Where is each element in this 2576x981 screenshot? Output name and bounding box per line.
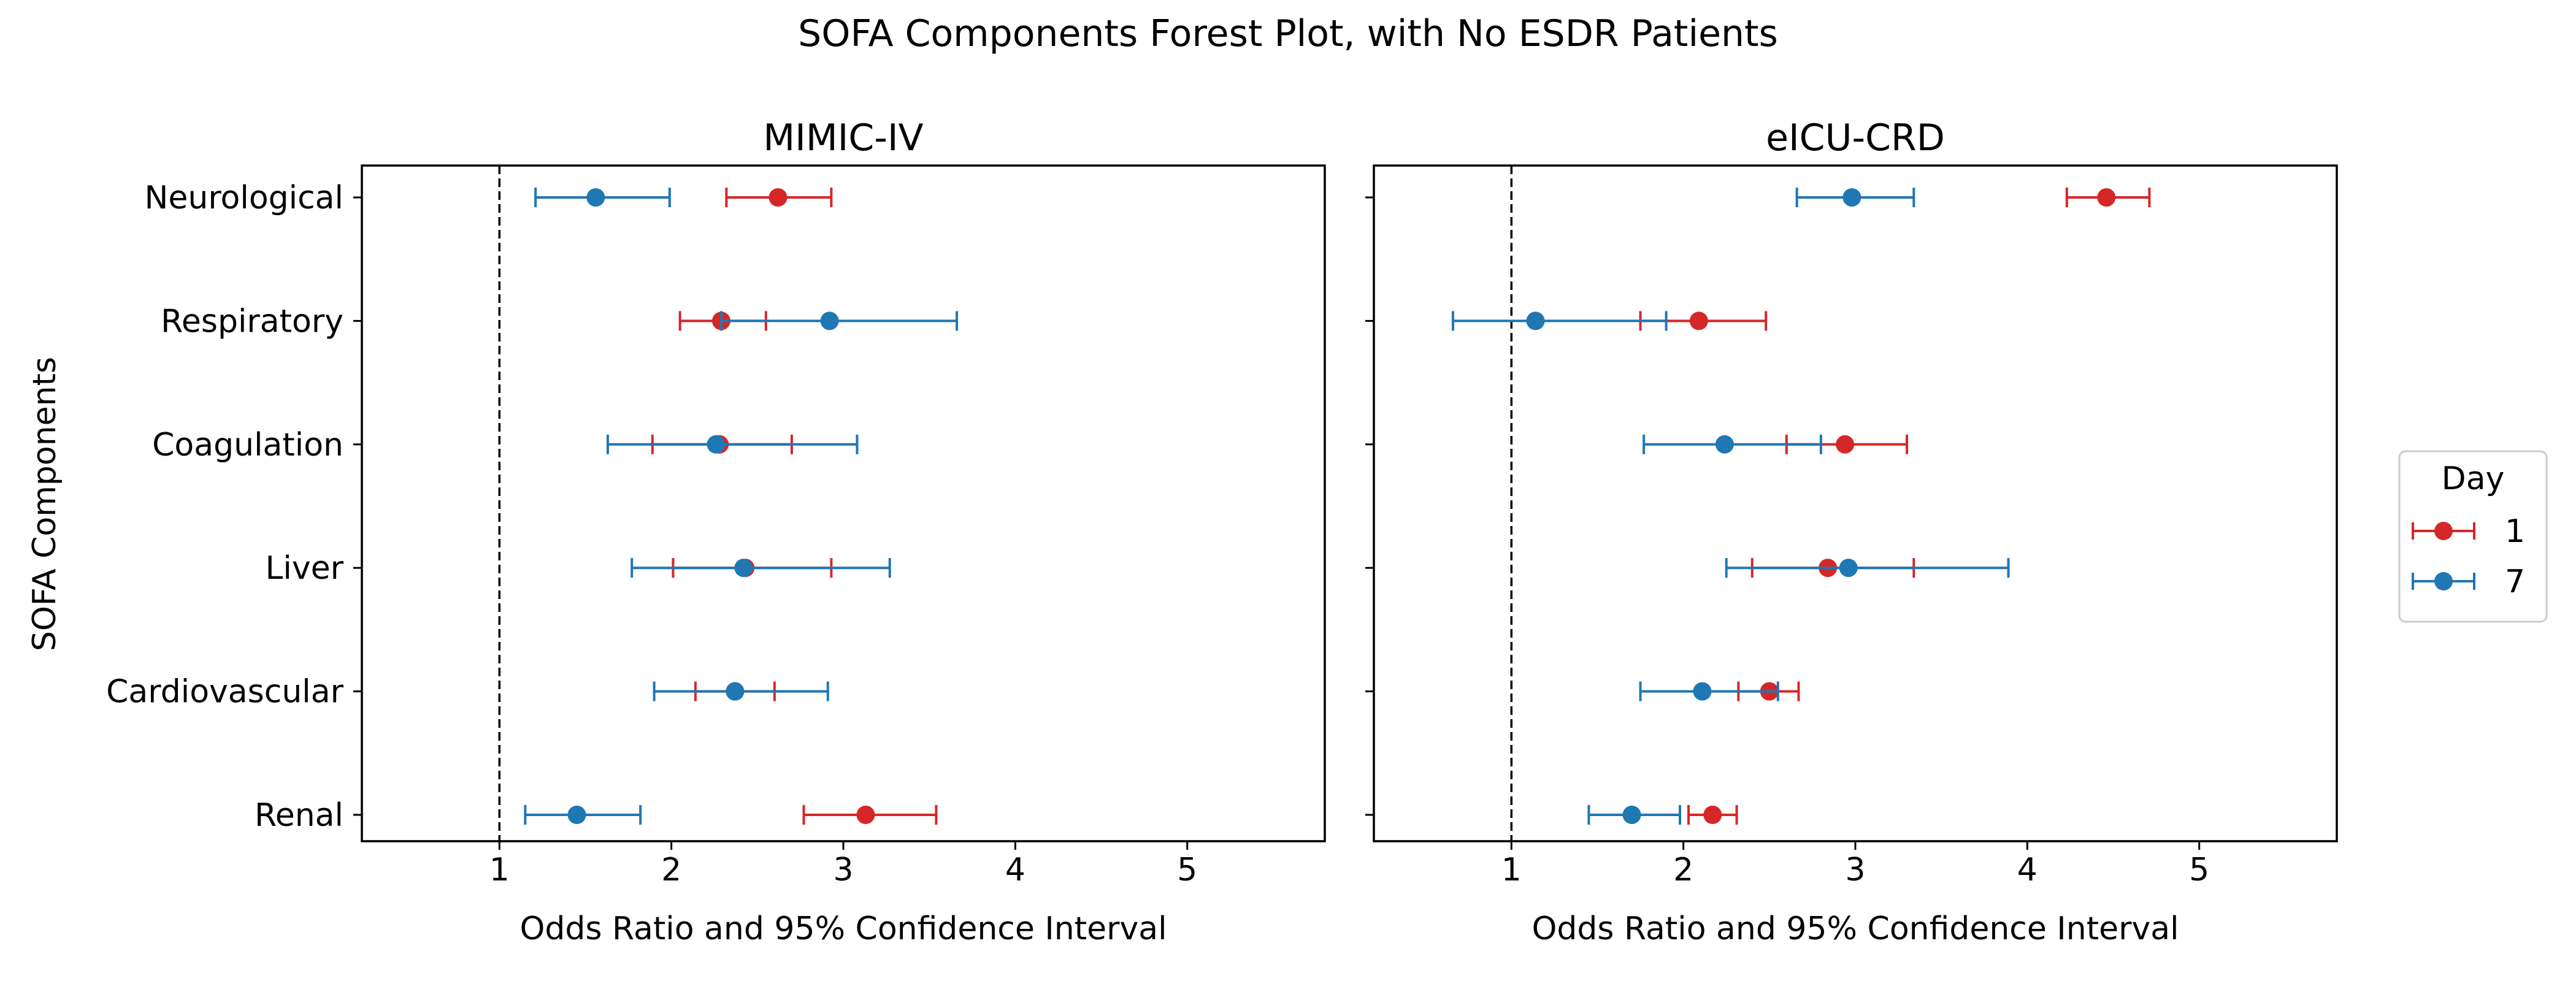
odds-ratio-point [1839,559,1858,578]
series-day-1 [651,188,938,825]
x-axis-label: Odds Ratio and 95% Confidence Interval [519,910,1167,947]
odds-ratio-point [586,188,605,207]
x-tick-label: 5 [2189,852,2209,888]
odds-ratio-point [1703,806,1722,824]
axes-frame [1373,164,2338,842]
x-tick-label: 3 [1845,852,1865,888]
odds-ratio-point [856,806,875,824]
panel-title: eICU-CRD [1766,116,1945,159]
figure-title: SOFA Components Forest Plot, with No ESD… [798,12,1778,55]
x-axis-label: Odds Ratio and 95% Confidence Interval [1531,910,2179,947]
legend-marker [2434,572,2453,590]
series-day-7 [524,188,959,825]
y-tick-label: Cardiovascular [106,674,343,711]
x-tick-label: 3 [833,852,853,888]
y-tick-label: Renal [255,797,343,834]
odds-ratio-point [2097,188,2116,207]
axes-frame [361,164,1326,842]
legend-label: 1 [2505,513,2525,550]
y-tick-label: Liver [265,550,343,587]
odds-ratio-point [726,682,745,701]
y-tick-label: Coagulation [152,427,343,464]
x-tick-label: 4 [2017,852,2037,888]
shared-y-axis-label: SOFA Components [26,357,63,651]
panels: MIMIC-IV 1 2 3 4 5 Odds Ratio and 95% Confiden… [106,116,2338,947]
series-day-7 [1451,188,2010,825]
odds-ratio-point [769,188,788,207]
x-tick-label: 2 [661,852,681,888]
x-tick-label: 5 [1177,852,1197,888]
odds-ratio-point [1689,311,1708,330]
y-tick-label: Neurological [144,180,343,216]
odds-ratio-point [734,559,753,578]
series-day-1 [1639,188,2151,825]
odds-ratio-point [567,806,586,824]
x-tick-label: 4 [1005,852,1025,888]
legend-label: 7 [2505,563,2525,600]
odds-ratio-point [1693,682,1712,701]
odds-ratio-point [1526,311,1545,330]
odds-ratio-point [707,435,726,454]
x-tick-label: 1 [489,852,510,888]
chart-panel-1: MIMIC-IV 1 2 3 4 5 Odds Ratio and 95% Confiden… [106,116,1326,947]
odds-ratio-point [1836,435,1855,454]
legend-title: Day [2442,460,2505,497]
x-tick-label: 1 [1501,852,1522,888]
odds-ratio-point [1842,188,1861,207]
legend-marker [2434,522,2453,540]
chart-panel-2: eICU-CRD 1 2 3 4 5 Odds Ratio and 95% Confiden… [1365,116,2338,947]
y-tick-label: Respiratory [161,303,343,340]
odds-ratio-point [820,311,839,330]
panel-title: MIMIC-IV [763,116,923,159]
odds-ratio-point [1622,806,1641,824]
odds-ratio-point [1715,435,1734,454]
x-tick-label: 2 [1673,852,1693,888]
